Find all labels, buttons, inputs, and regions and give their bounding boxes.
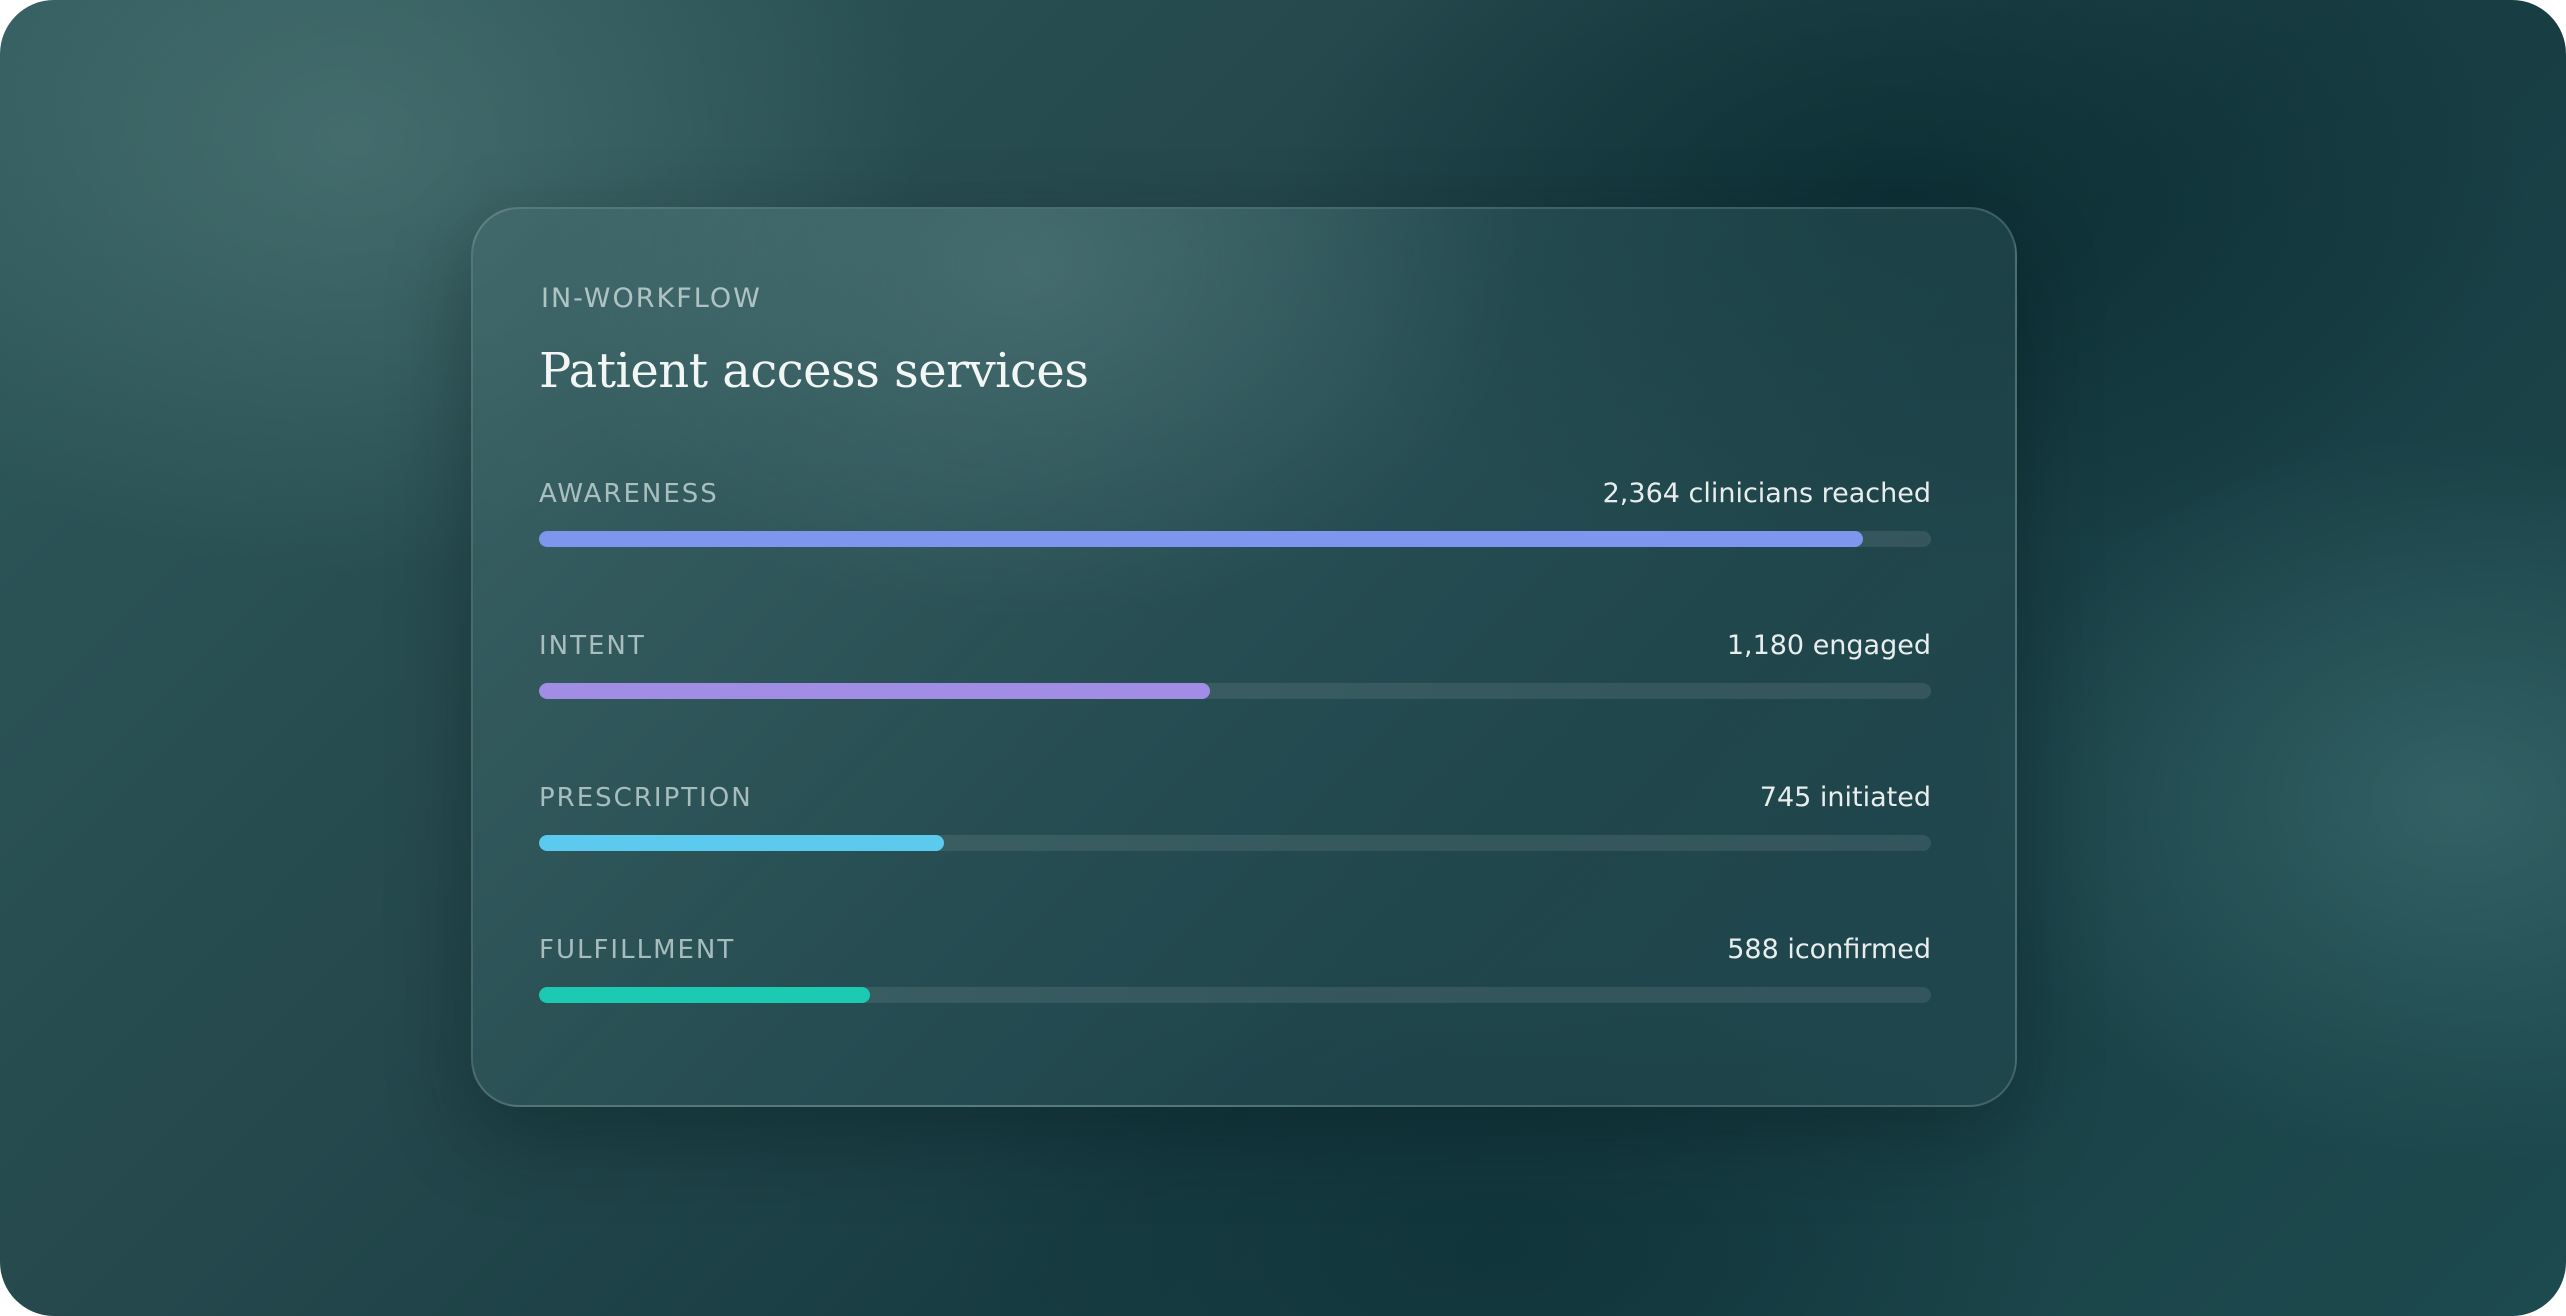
- metric-row-awareness: AWARENESS 2,364 clinicians reached: [539, 478, 1931, 579]
- metric-row-prescription: PRESCRIPTION 745 initiated: [539, 782, 1931, 883]
- progress-track: [539, 835, 1931, 851]
- metric-row-fulfillment: FULFILLMENT 588 iconfirmed: [539, 934, 1931, 1035]
- patient-access-card: IN-WORKFLOW Patient access services AWAR…: [471, 207, 2017, 1107]
- metric-label: AWARENESS: [539, 479, 719, 509]
- metric-value: 745 initiated: [1759, 782, 1931, 813]
- progress-fill: [539, 683, 1210, 699]
- progress-fill: [539, 531, 1863, 547]
- progress-track: [539, 987, 1931, 1003]
- card-title: Patient access services: [539, 343, 1089, 399]
- progress-fill: [539, 835, 945, 851]
- progress-track: [539, 683, 1931, 699]
- metric-row-intent: INTENT 1,180 engaged: [539, 630, 1931, 731]
- progress-track: [539, 531, 1931, 547]
- metric-label: FULFILLMENT: [539, 935, 736, 965]
- metric-value: 1,180 engaged: [1726, 630, 1931, 661]
- metric-label: PRESCRIPTION: [539, 783, 753, 813]
- metric-value: 2,364 clinicians reached: [1602, 478, 1931, 509]
- card-eyebrow: IN-WORKFLOW: [541, 283, 762, 314]
- metric-label: INTENT: [539, 631, 646, 661]
- progress-fill: [539, 987, 871, 1003]
- metric-value: 588 iconfirmed: [1727, 934, 1931, 965]
